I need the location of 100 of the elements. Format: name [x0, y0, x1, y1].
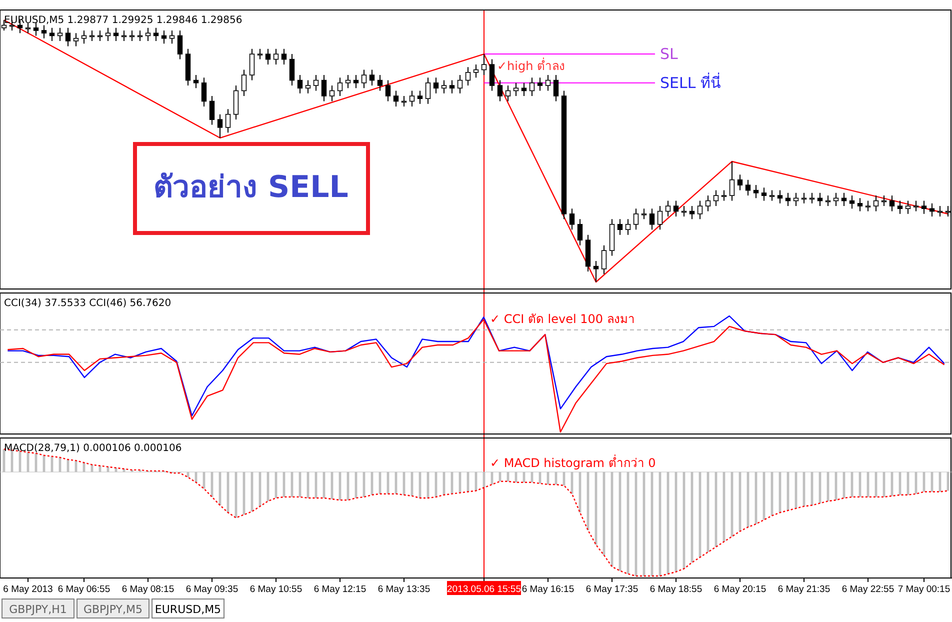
candlestick: [425, 77, 431, 104]
candlestick: [777, 190, 783, 204]
candlestick: [353, 74, 359, 89]
candlestick: [313, 74, 319, 92]
candlestick: [361, 69, 367, 89]
candlestick: [921, 200, 927, 214]
candlestick: [761, 187, 767, 202]
candlestick: [929, 202, 935, 217]
annotation: ✓ MACD histogram ต่ำกว่า 0: [490, 454, 656, 470]
candlestick: [57, 27, 63, 42]
candlestick: [889, 195, 895, 212]
candlestick: [913, 200, 919, 212]
candlestick: [393, 90, 399, 107]
candlestick: [249, 48, 255, 81]
candlestick: [521, 82, 527, 96]
x-tick-label: 6 May 21:35: [778, 584, 830, 595]
candlestick: [257, 48, 263, 60]
candlestick: [601, 244, 607, 275]
x-tick-label: 6 May 22:55: [842, 584, 894, 595]
candlestick: [177, 30, 183, 60]
candlestick: [649, 208, 655, 230]
candlestick: [457, 74, 463, 94]
x-tick-label: 6 May 12:15: [314, 584, 366, 595]
candlestick: [153, 27, 159, 42]
candlestick: [265, 48, 271, 66]
annotation: ตัวอย่าง SELL: [154, 170, 348, 205]
x-tick-label: 7 May 00:15: [898, 584, 950, 595]
candlestick: [865, 200, 871, 212]
candlestick: [769, 190, 775, 202]
annotation: ✓high ต่ำลง: [497, 57, 566, 73]
candlestick: [193, 74, 199, 89]
candlestick: [321, 74, 327, 102]
candlestick: [873, 195, 879, 212]
candlestick: [489, 58, 495, 92]
candlestick: [665, 200, 671, 217]
candlestick: [441, 80, 447, 94]
x-tick-label: 6 May 2013: [3, 584, 53, 595]
candlestick: [305, 80, 311, 94]
candlestick: [689, 206, 695, 220]
candlestick: [617, 218, 623, 236]
candlestick: [217, 114, 223, 138]
candlestick: [745, 179, 751, 196]
candlestick: [281, 48, 287, 66]
candlestick: [497, 80, 503, 102]
candlestick: [385, 80, 391, 102]
candlestick: [577, 218, 583, 246]
candlestick: [409, 90, 415, 107]
candlestick: [297, 74, 303, 94]
candlestick: [225, 108, 231, 134]
candlestick: [233, 85, 239, 120]
x-tick-label: 6 May 18:55: [650, 584, 702, 595]
candlestick: [705, 195, 711, 212]
x-tick-label: 6 May 06:55: [58, 584, 110, 595]
candlestick: [241, 69, 247, 96]
candlestick: [537, 77, 543, 92]
x-tick-label: 6 May 09:35: [186, 584, 238, 595]
candlestick: [49, 27, 55, 42]
candlestick: [905, 200, 911, 214]
candlestick: [209, 95, 215, 126]
candlestick: [201, 77, 207, 107]
candlestick: [113, 27, 119, 42]
candlestick: [721, 190, 727, 202]
candlestick: [41, 24, 47, 39]
candlestick: [273, 48, 279, 66]
ref-line-label: SL: [660, 45, 679, 64]
candlestick: [73, 32, 79, 47]
candlestick: [569, 208, 575, 230]
x-tick-label: 6 May 17:35: [586, 584, 638, 595]
candlestick: [337, 77, 343, 96]
candlestick: [449, 80, 455, 94]
candlestick: [593, 260, 599, 282]
candlestick: [657, 206, 663, 230]
annotation: ✓ CCI ตัด level 100 ลงมา: [490, 312, 635, 326]
ref-line-label: SELL ที่นี่: [660, 72, 720, 92]
candlestick: [513, 82, 519, 96]
candlestick: [345, 74, 351, 89]
candlestick: [641, 208, 647, 220]
candlestick: [473, 64, 479, 78]
candlestick: [753, 184, 759, 199]
chart-title: EURUSD,M5 1.29877 1.29925 1.29846 1.29856: [4, 15, 242, 26]
candlestick: [857, 198, 863, 212]
candlestick: [289, 54, 295, 86]
candlestick: [329, 85, 335, 102]
candlestick: [529, 77, 535, 96]
candlestick: [377, 74, 383, 92]
candlestick: [433, 77, 439, 94]
candlestick: [729, 160, 735, 202]
candlestick: [505, 85, 511, 102]
candlestick: [897, 200, 903, 214]
candlestick: [145, 27, 151, 42]
candlestick: [465, 66, 471, 86]
x-tick-label: 6 May 16:15: [522, 584, 574, 595]
candlestick: [105, 27, 111, 42]
candlestick: [633, 208, 639, 230]
candlestick: [849, 195, 855, 210]
x-tick-label: 6 May 13:35: [378, 584, 430, 595]
candlestick: [697, 200, 703, 220]
x-tick-label: 6 May 10:55: [250, 584, 302, 595]
text: EURUSD,M5: [154, 603, 222, 616]
x-tick-label: 6 May 08:15: [122, 584, 174, 595]
